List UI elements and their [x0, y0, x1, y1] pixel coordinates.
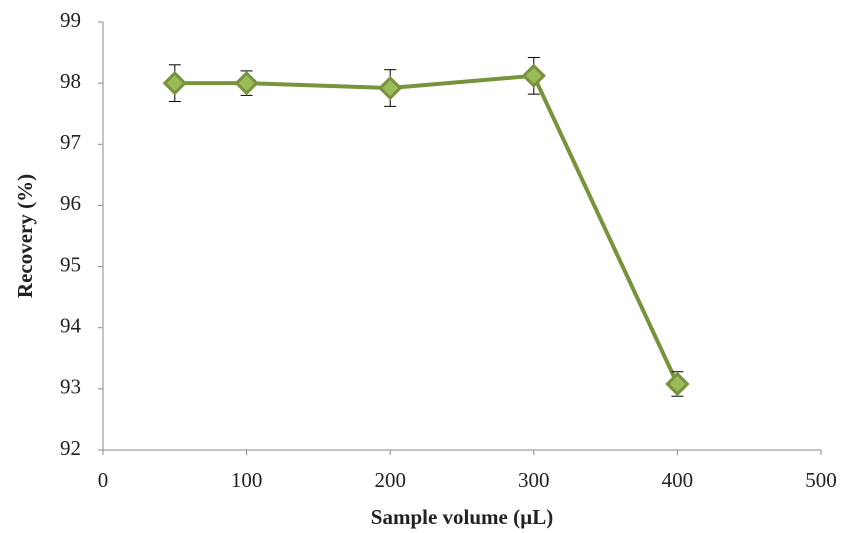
x-tick-label: 500 [805, 468, 837, 492]
x-tick-label: 300 [518, 468, 550, 492]
data-line [174, 73, 680, 385]
x-axis-title: Sample volume (µL) [371, 505, 553, 529]
marker [665, 371, 690, 397]
x-tick-label: 0 [98, 468, 109, 492]
marker [162, 71, 187, 96]
marker [378, 75, 403, 101]
x-tick-label: 100 [231, 468, 263, 492]
y-tick-label: 98 [60, 69, 81, 93]
y-tick-label: 99 [60, 8, 81, 32]
y-tick-label: 96 [60, 191, 81, 215]
y-tick-label: 93 [60, 375, 81, 399]
y-tick-label: 97 [60, 130, 81, 154]
y-axis-title: Recovery (%) [13, 174, 37, 298]
marker [234, 71, 259, 96]
marker [521, 63, 546, 88]
y-tick-label: 95 [60, 252, 81, 276]
x-tick-label: 400 [662, 468, 694, 492]
x-tick-label: 200 [374, 468, 406, 492]
y-tick-label: 94 [60, 314, 82, 338]
y-tick-label: 92 [60, 436, 81, 460]
